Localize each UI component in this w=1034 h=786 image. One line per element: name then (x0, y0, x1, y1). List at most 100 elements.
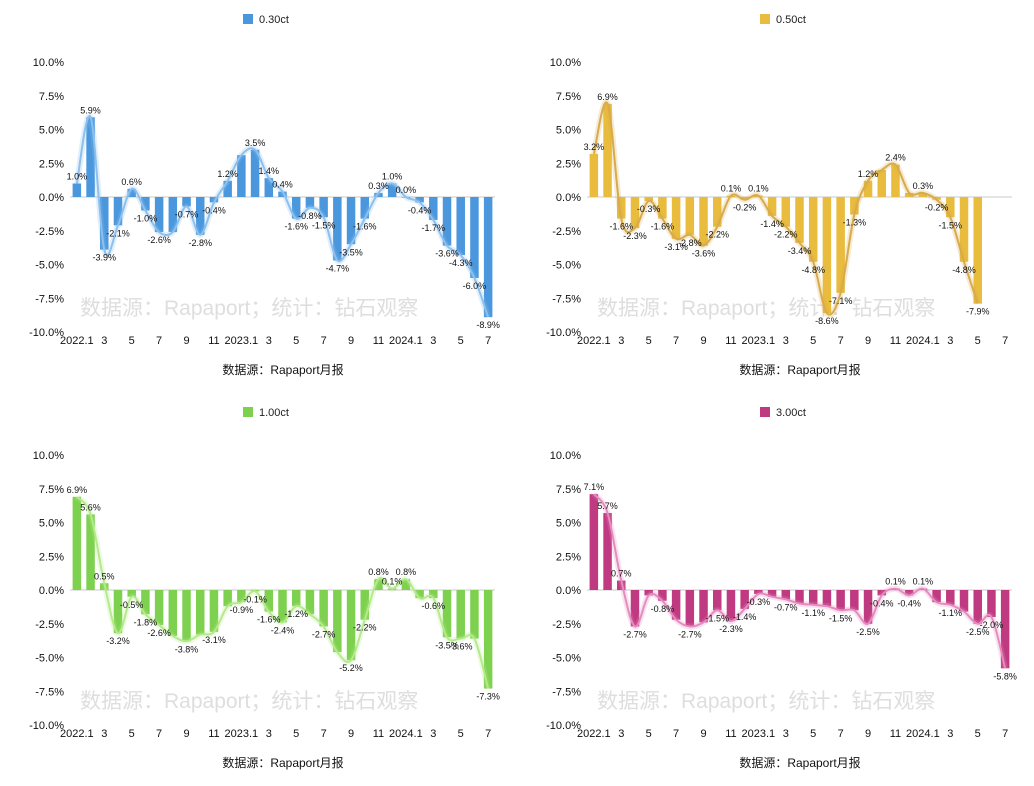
data-label: 0.1% (913, 577, 934, 587)
data-label: -1.6% (651, 222, 675, 232)
x-tick-label: 5 (975, 728, 981, 740)
x-tick-label: 11 (725, 728, 736, 740)
data-labels: 3.2%6.9%-1.6%-2.3%-0.3%-1.6%-3.1%-2.8%-3… (584, 92, 990, 326)
data-label: -2.6% (147, 628, 171, 638)
legend-swatch (760, 14, 770, 24)
y-tick-label: 0.0% (556, 585, 581, 597)
data-label: -6.0% (463, 281, 487, 291)
data-label: -2.8% (678, 238, 702, 248)
data-label: -1.2% (284, 609, 308, 619)
x-tick-label: 5 (810, 335, 816, 347)
bar (987, 590, 996, 617)
x-tick-label: 7 (838, 728, 844, 740)
bars (72, 117, 493, 318)
x-tick-label: 11 (208, 335, 219, 347)
y-tick-label: -7.5% (35, 293, 64, 305)
data-label: -0.7% (774, 602, 798, 612)
bar (141, 590, 150, 615)
data-label: -0.2% (925, 203, 949, 213)
bar (237, 590, 246, 603)
x-tick-label: 3 (618, 728, 624, 740)
y-tick-label: -5.0% (35, 653, 64, 665)
data-label: -2.7% (312, 629, 336, 639)
data-label: -3.2% (106, 636, 130, 646)
bar (671, 590, 681, 620)
x-tick-label: 11 (890, 335, 901, 347)
data-label: -4.8% (801, 265, 825, 275)
x-tick-label: 7 (673, 728, 679, 740)
x-tick-label: 5 (975, 335, 981, 347)
y-tick-label: -10.0% (29, 327, 64, 339)
bar (278, 191, 287, 197)
bar (658, 197, 667, 219)
data-label: -2.8% (188, 238, 212, 248)
y-tick-label: 0.0% (39, 192, 64, 204)
bar (1000, 590, 1010, 669)
x-tick-label: 5 (293, 728, 299, 740)
data-label: -1.7% (422, 223, 446, 233)
data-label: -3.5% (435, 640, 459, 650)
bar (387, 183, 397, 197)
chart-panel-050ct: 0.50ct 10.0% 7.5% 5.0% 2.5% 0.0% -2.5% -5.0% -7.… (517, 0, 1034, 393)
bars (589, 103, 982, 314)
bar (86, 514, 95, 590)
data-label: -7.1% (829, 296, 853, 306)
data-label: -3.9% (93, 253, 117, 263)
y-tick-label: -2.5% (552, 619, 581, 631)
bar (671, 197, 681, 239)
trend-line (593, 493, 1007, 669)
x-tick-label: 3 (947, 728, 953, 740)
x-tick-label: 2024.1 (906, 335, 940, 347)
bar (767, 590, 777, 597)
legend-swatch (243, 14, 253, 24)
data-label: 1.2% (858, 169, 879, 179)
bar (154, 590, 164, 626)
y-tick-label: -5.0% (35, 260, 64, 272)
data-label: -2.5% (856, 627, 880, 637)
data-label: 0.1% (885, 577, 906, 587)
y-tick-label: 10.0% (33, 57, 64, 69)
data-label: 0.3% (913, 181, 934, 191)
bar (141, 197, 150, 211)
y-tick-label: -2.5% (35, 226, 64, 238)
x-tick-label: 11 (725, 335, 736, 347)
bar (891, 164, 900, 197)
bar (863, 590, 873, 624)
bar (959, 590, 969, 612)
bar (904, 590, 914, 596)
x-tick-label: 9 (865, 335, 871, 347)
bar (918, 192, 928, 197)
data-label: 0.3% (368, 181, 389, 191)
data-label: -1.1% (801, 608, 825, 618)
x-tick-label: 9 (348, 728, 354, 740)
bar (209, 197, 219, 203)
bar (795, 590, 804, 604)
trend-line (75, 115, 490, 318)
bar (72, 183, 82, 197)
bar (685, 590, 695, 627)
data-label: -1.5% (829, 613, 853, 623)
data-label: -2.3% (719, 624, 743, 634)
data-label: 0.8% (396, 567, 417, 577)
data-label: -1.4% (760, 219, 784, 229)
legend-label: 3.00ct (776, 407, 806, 419)
x-tick-label: 5 (129, 728, 135, 740)
data-label: 0.1% (721, 184, 742, 194)
x-tick-label: 3 (618, 335, 624, 347)
x-tick-label: 7 (485, 728, 491, 740)
bar (346, 590, 356, 661)
x-tick-label: 9 (865, 728, 871, 740)
source-caption: 数据源：Rapaport月报 (739, 362, 860, 377)
x-tick-label: 3 (101, 728, 107, 740)
bar (630, 590, 640, 627)
y-tick-label: 2.5% (39, 551, 64, 563)
bar (401, 579, 411, 590)
x-tick-label: 2022.1 (60, 335, 94, 347)
bar (973, 197, 982, 304)
data-label: -0.8% (298, 211, 322, 221)
bar (429, 197, 438, 220)
bar (127, 590, 136, 597)
y-tick-label: 10.0% (550, 450, 581, 462)
data-label: -4.8% (952, 265, 976, 275)
bar (113, 590, 123, 634)
